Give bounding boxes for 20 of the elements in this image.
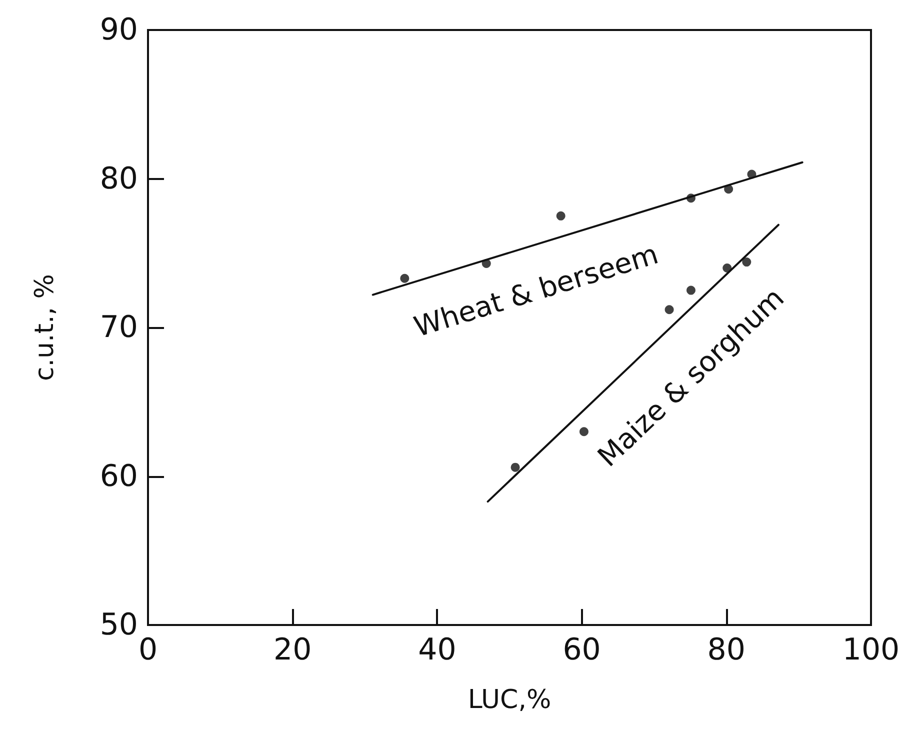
x-tick-label: 0 <box>138 632 158 668</box>
x-tick-label: 100 <box>842 632 900 668</box>
point <box>722 264 732 272</box>
point <box>742 258 752 267</box>
x-tick-label: 40 <box>418 632 456 668</box>
y-tick-label: 90 <box>100 12 138 48</box>
x-tick-label: 20 <box>274 632 312 668</box>
point <box>510 462 520 472</box>
y-tick-label: 50 <box>100 608 138 642</box>
y-tick-label: 70 <box>100 310 138 345</box>
y-tick-label: 80 <box>100 161 138 196</box>
x-tick-label: 80 <box>707 632 746 668</box>
point <box>579 427 588 436</box>
point <box>400 274 410 283</box>
y-axis-title: c.u.t., % <box>30 274 60 381</box>
x-axis-title: LUC,% <box>468 685 552 715</box>
point <box>556 211 566 220</box>
x-tick-label: 60 <box>562 632 601 668</box>
point <box>664 305 674 314</box>
y-tick-label: 60 <box>100 458 138 494</box>
